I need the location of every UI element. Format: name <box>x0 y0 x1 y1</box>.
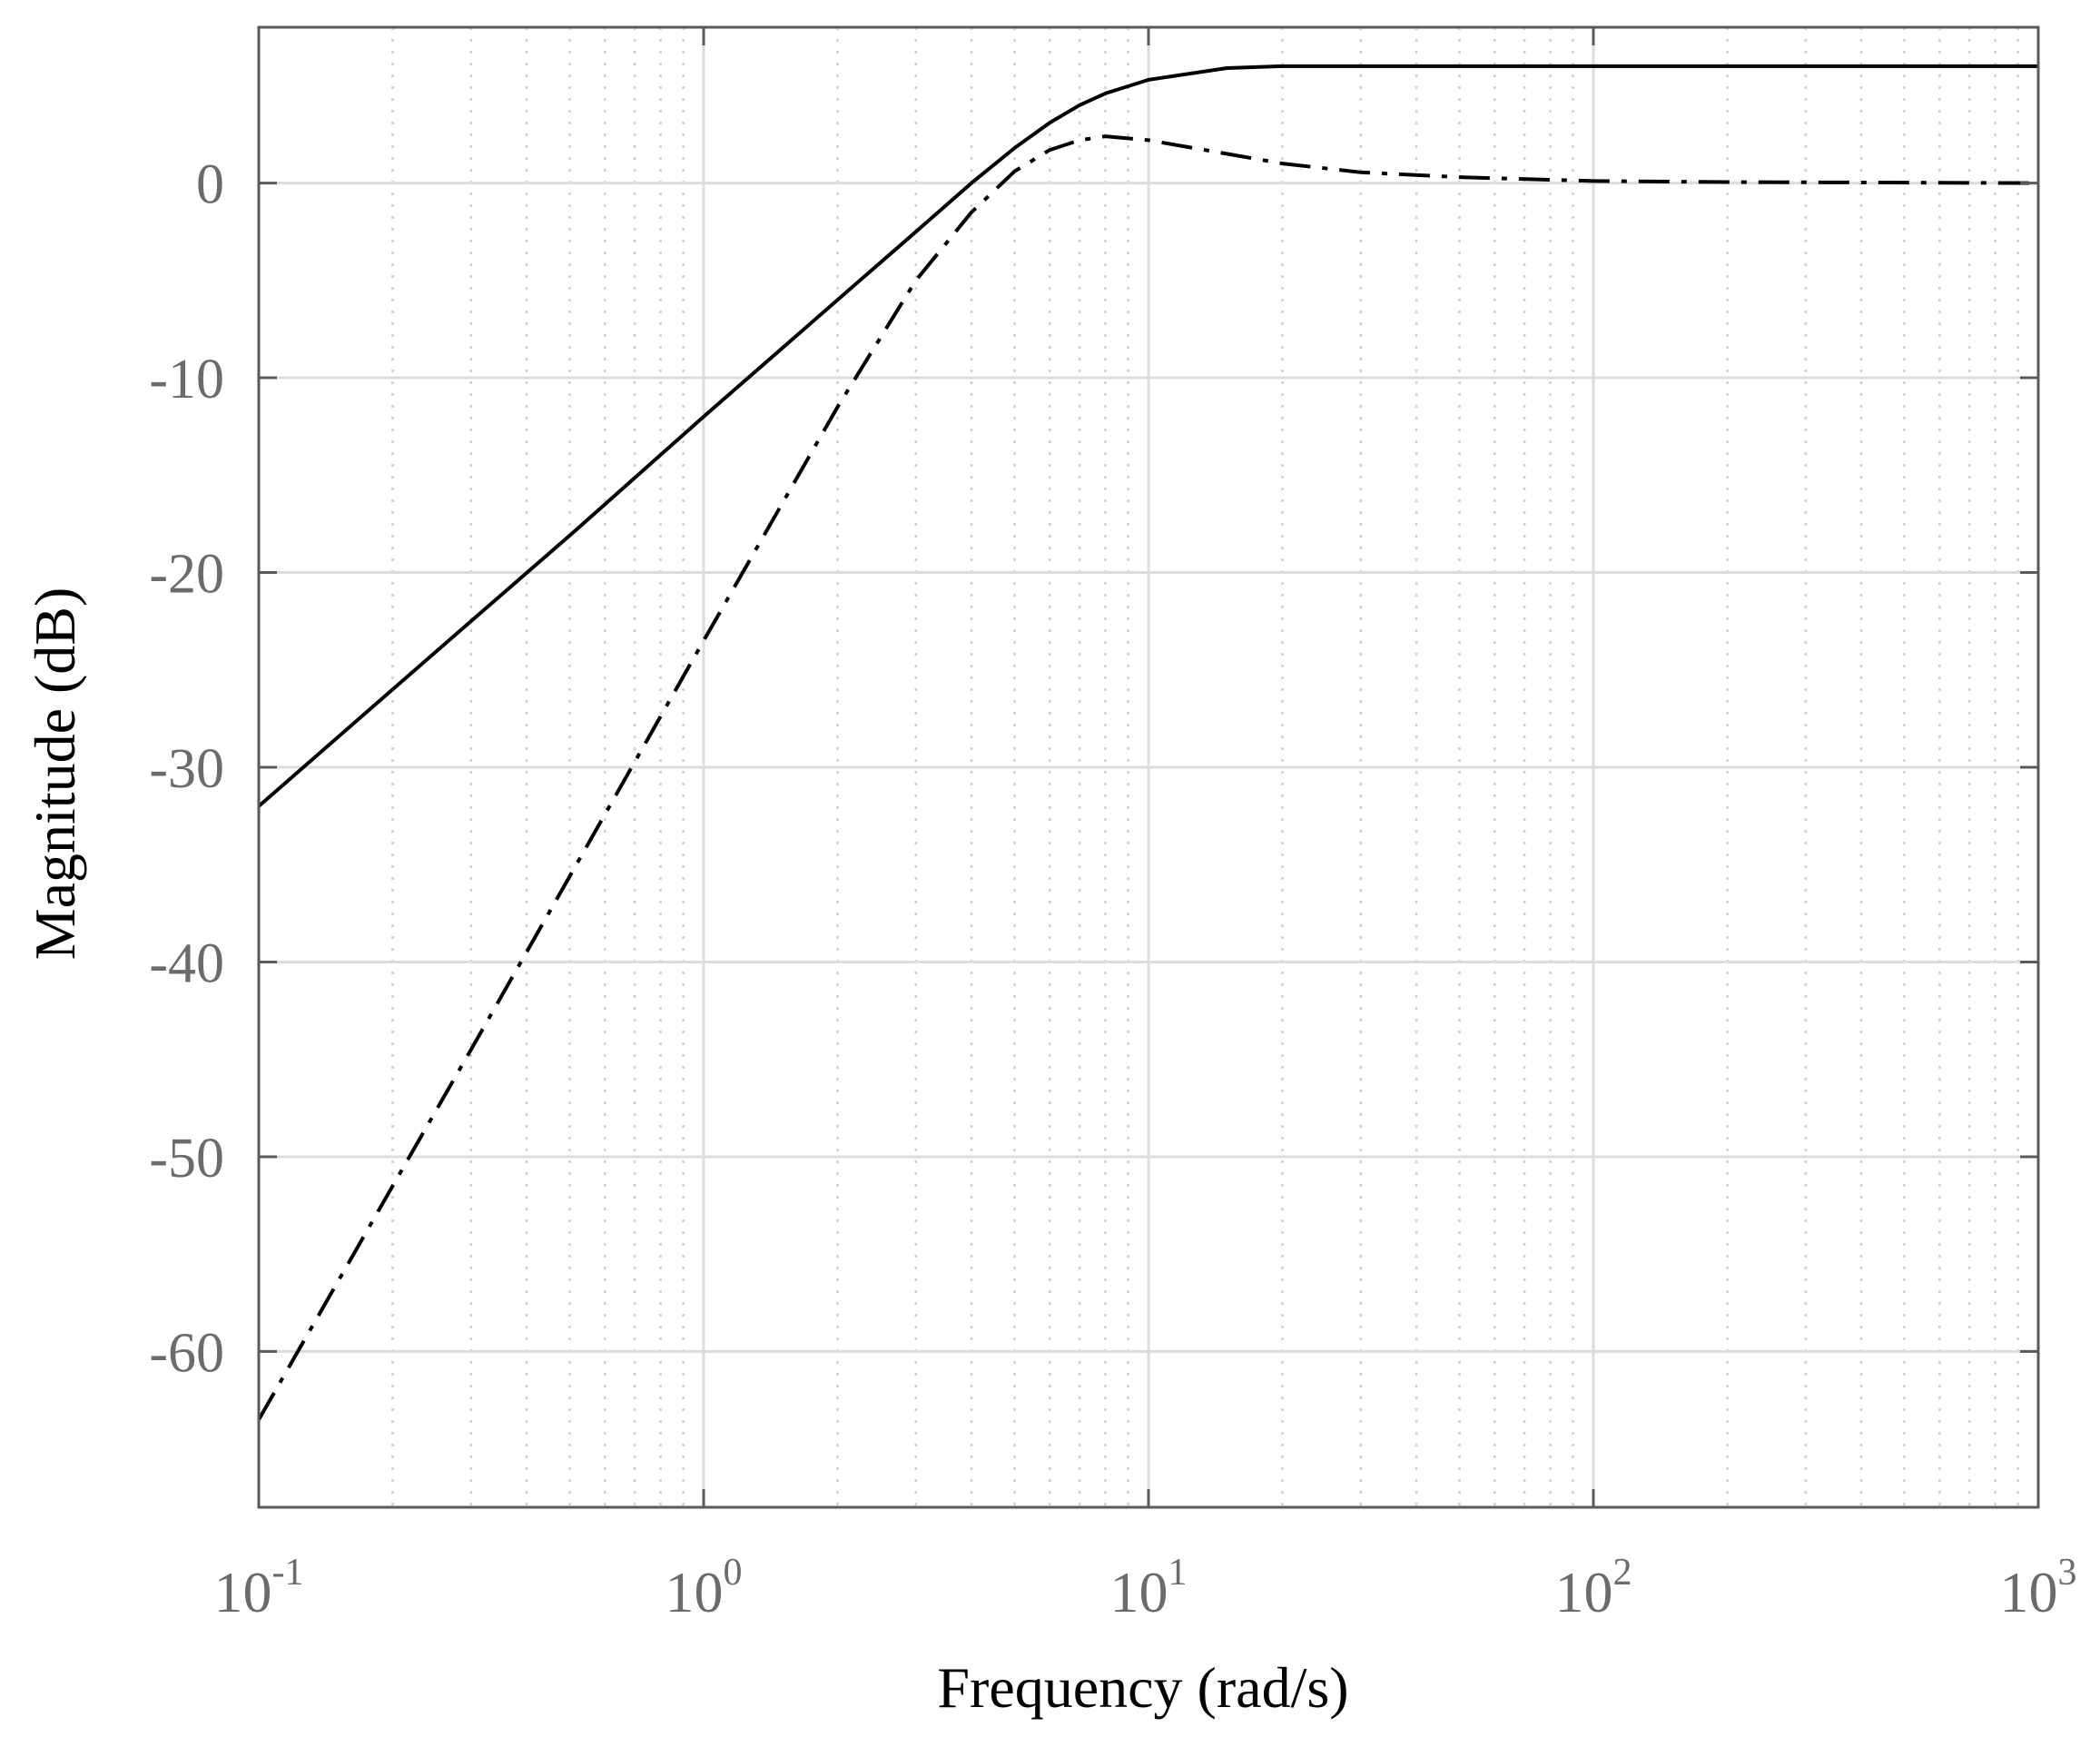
x-tick-labels: 10-1 100 101 102 103 <box>214 1552 2077 1624</box>
x-tick-exponent: 2 <box>1613 1552 1632 1594</box>
x-tick-label-text: 103 <box>2000 1552 2077 1624</box>
x-tick-label: 10-1 <box>214 1552 304 1624</box>
x-axis-label: Frequency (rad/s) <box>937 1655 1348 1720</box>
x-tick-label-text: 101 <box>1110 1552 1188 1624</box>
x-tick-base: 10 <box>665 1560 724 1624</box>
y-tick-label: 0 <box>196 154 224 216</box>
x-tick-base: 10 <box>1555 1560 1613 1624</box>
y-tick-label: -10 <box>149 349 224 410</box>
y-tick-label: -30 <box>149 738 224 800</box>
x-tick-exponent: 1 <box>1168 1552 1188 1594</box>
y-tick-label: -40 <box>149 933 224 994</box>
series-line-2 <box>259 134 2038 1421</box>
series-layer <box>259 64 2038 1421</box>
x-tick-label: 103 <box>2000 1552 2077 1624</box>
x-tick-label-text: 10-1 <box>214 1552 304 1624</box>
y-tick-label: -50 <box>149 1128 224 1189</box>
x-tick-base: 10 <box>214 1560 272 1624</box>
axis-ticks <box>257 27 2040 1507</box>
x-tick-label-text: 102 <box>1555 1552 1632 1624</box>
x-tick-label-text: 100 <box>665 1552 743 1624</box>
x-tick-base: 10 <box>2000 1560 2058 1624</box>
x-tick-label: 101 <box>1110 1552 1188 1624</box>
x-tick-label: 100 <box>665 1552 743 1624</box>
x-tick-exponent: -1 <box>272 1552 304 1594</box>
x-tick-exponent: 3 <box>2058 1552 2077 1594</box>
x-tick-label: 102 <box>1555 1552 1632 1624</box>
x-tick-base: 10 <box>1110 1560 1168 1624</box>
y-tick-label: -20 <box>149 544 224 606</box>
major-grid <box>259 27 2038 1507</box>
x-tick-exponent: 0 <box>724 1552 743 1594</box>
y-axis-label: Magnitude (dB) <box>23 587 87 961</box>
series-line-1 <box>259 64 2038 808</box>
y-tick-labels: 0 -10 -20 -30 -40 -50 -60 <box>149 154 224 1385</box>
y-tick-label: -60 <box>149 1322 224 1384</box>
